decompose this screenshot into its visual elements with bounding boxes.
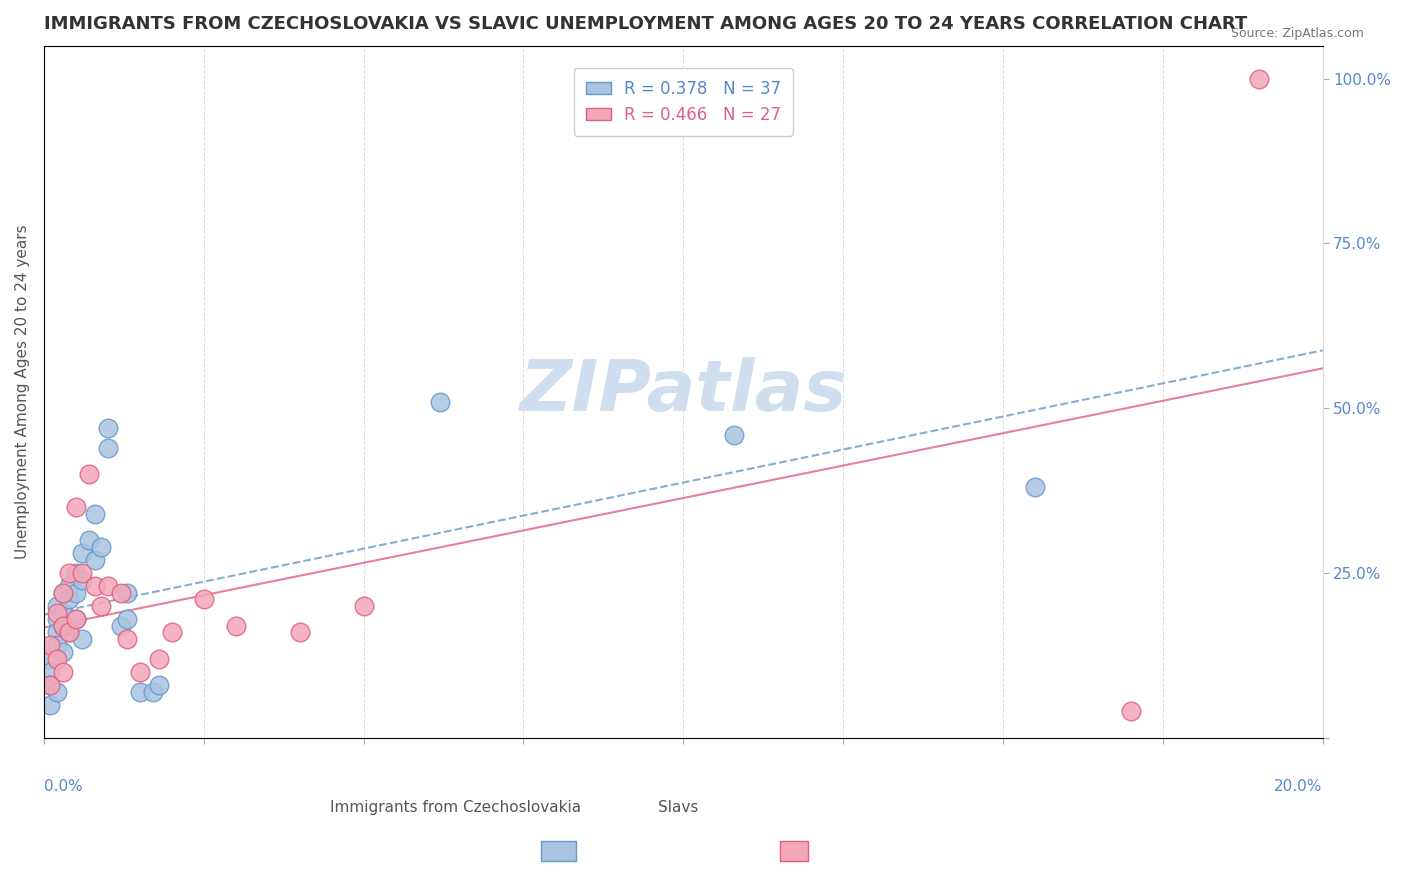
Point xyxy=(39,678,62,692)
Point xyxy=(58,625,80,640)
Point xyxy=(58,625,80,640)
Point xyxy=(115,632,138,646)
Text: Slavs: Slavs xyxy=(658,800,697,815)
Y-axis label: Unemployment Among Ages 20 to 24 years: Unemployment Among Ages 20 to 24 years xyxy=(15,225,30,559)
Text: ZIPatlas: ZIPatlas xyxy=(520,357,846,426)
Point xyxy=(148,651,170,665)
Text: IMMIGRANTS FROM CZECHOSLOVAKIA VS SLAVIC UNEMPLOYMENT AMONG AGES 20 TO 24 YEARS : IMMIGRANTS FROM CZECHOSLOVAKIA VS SLAVIC… xyxy=(44,15,1247,33)
Point xyxy=(45,625,67,640)
Point xyxy=(84,553,107,567)
Point xyxy=(45,651,67,665)
Point xyxy=(193,592,215,607)
Point xyxy=(58,579,80,593)
Point xyxy=(45,606,67,620)
Point xyxy=(115,586,138,600)
Point xyxy=(52,618,75,632)
Point xyxy=(97,421,120,435)
Point xyxy=(84,579,107,593)
Point xyxy=(97,579,120,593)
Point xyxy=(52,586,75,600)
Point xyxy=(90,540,112,554)
Text: Immigrants from Czechoslovakia: Immigrants from Czechoslovakia xyxy=(330,800,581,815)
Point xyxy=(39,651,62,665)
Point xyxy=(128,665,150,679)
Point xyxy=(39,698,62,712)
Point xyxy=(52,665,75,679)
Point xyxy=(39,678,62,692)
Point xyxy=(58,592,80,607)
Text: 0.0%: 0.0% xyxy=(44,780,83,794)
Point xyxy=(77,467,100,481)
Legend: R = 0.378   N = 37, R = 0.466   N = 27: R = 0.378 N = 37, R = 0.466 N = 27 xyxy=(574,68,793,136)
Point xyxy=(1247,71,1270,86)
Point xyxy=(65,500,87,514)
Point xyxy=(45,612,67,626)
Point xyxy=(97,441,120,455)
Point xyxy=(115,612,138,626)
Text: 20.0%: 20.0% xyxy=(1274,780,1323,794)
Point xyxy=(90,599,112,613)
Point xyxy=(84,507,107,521)
Point xyxy=(39,639,62,653)
Point xyxy=(39,665,62,679)
Point xyxy=(77,533,100,547)
Point xyxy=(45,599,67,613)
Point xyxy=(70,566,93,580)
Point xyxy=(70,632,93,646)
Point xyxy=(225,618,247,632)
Point xyxy=(288,625,311,640)
Point xyxy=(70,573,93,587)
Point xyxy=(65,586,87,600)
Point xyxy=(1119,705,1142,719)
Point xyxy=(52,586,75,600)
Point xyxy=(142,684,165,698)
Text: Source: ZipAtlas.com: Source: ZipAtlas.com xyxy=(1230,27,1364,40)
Point xyxy=(1024,480,1046,494)
Point xyxy=(65,612,87,626)
Point xyxy=(110,618,132,632)
Point xyxy=(70,546,93,560)
Point xyxy=(58,566,80,580)
Point xyxy=(353,599,375,613)
Point xyxy=(52,645,75,659)
Point xyxy=(723,427,745,442)
Point xyxy=(110,586,132,600)
Point xyxy=(429,394,451,409)
Point xyxy=(160,625,183,640)
Point xyxy=(45,639,67,653)
Point xyxy=(148,678,170,692)
Point xyxy=(128,684,150,698)
Point xyxy=(45,684,67,698)
Point xyxy=(65,566,87,580)
Point xyxy=(52,606,75,620)
Point xyxy=(52,618,75,632)
Point xyxy=(65,612,87,626)
